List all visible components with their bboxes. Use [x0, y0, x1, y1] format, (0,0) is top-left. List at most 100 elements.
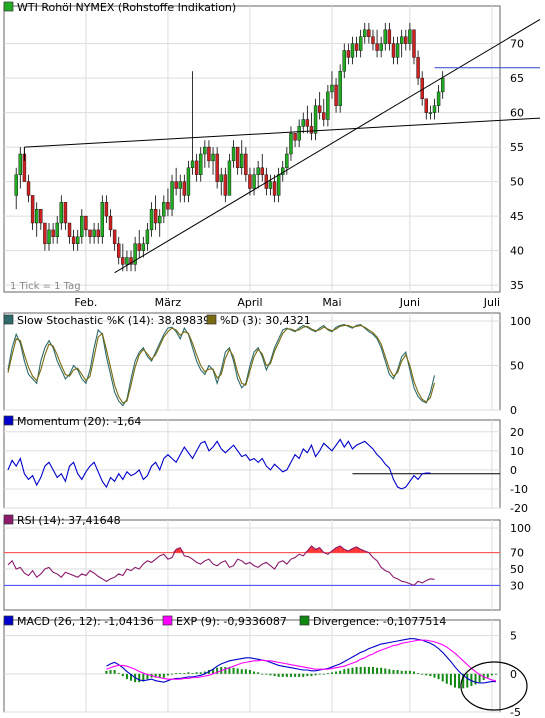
candle-body — [96, 229, 100, 237]
candle-body — [215, 153, 219, 182]
y-tick-label: 55 — [510, 141, 524, 154]
candle-body — [133, 243, 137, 265]
candle-body — [313, 105, 318, 134]
divergence-bar — [490, 673, 493, 676]
divergence-bar — [339, 670, 342, 674]
y-tick-label: 70 — [510, 547, 524, 560]
divergence-bar — [195, 672, 198, 674]
y-tick-label: 10 — [510, 445, 524, 458]
divergence-bar — [175, 673, 178, 674]
candle-body — [162, 202, 166, 217]
divergence-bar — [429, 673, 432, 677]
candle-body — [129, 257, 133, 265]
divergence-bar — [314, 673, 317, 676]
divergence-bar — [441, 673, 444, 682]
candle-body — [395, 43, 400, 58]
candle-body — [244, 153, 248, 175]
stoch-d-line — [7, 324, 436, 404]
divergence-bar — [257, 672, 260, 674]
y-tick-label: 100 — [510, 522, 531, 535]
panel-frame — [3, 419, 501, 509]
candle-body — [125, 257, 129, 265]
candle-body — [26, 181, 31, 196]
candle-body — [383, 29, 387, 44]
divergence-bar — [224, 666, 227, 674]
candle-body — [399, 36, 404, 44]
divergence-bar — [105, 670, 108, 674]
legend-stoch-k: Slow Stochastic %K (14): 38,89839 — [17, 314, 210, 327]
candle-body — [379, 43, 383, 51]
divergence-bar — [191, 673, 194, 674]
divergence-bar — [142, 673, 145, 682]
divergence-bar — [113, 670, 116, 674]
divergence-bar — [367, 666, 370, 674]
momentum-line — [7, 438, 431, 490]
y-tick-label: -5 — [510, 706, 521, 718]
candle-body — [256, 167, 260, 175]
divergence-bar — [273, 673, 276, 677]
candle-body — [276, 174, 281, 196]
divergence-bar — [109, 670, 112, 674]
candle-body — [235, 146, 240, 169]
divergence-bar — [359, 666, 362, 674]
candle-body — [76, 236, 80, 244]
candle-body — [71, 236, 76, 244]
divergence-bar — [146, 673, 149, 680]
x-tick-label: April — [237, 296, 262, 309]
candle-body — [342, 50, 346, 72]
divergence-bar — [466, 673, 469, 688]
candle-body — [117, 243, 121, 258]
rsi-overbought-fill — [180, 547, 185, 553]
divergence-bar — [121, 673, 124, 677]
candle-body — [186, 167, 191, 196]
candle-body — [391, 43, 396, 58]
y-tick-label: 0 — [510, 668, 517, 681]
divergence-bar — [417, 673, 420, 674]
divergence-bar — [162, 673, 165, 678]
divergence-bar — [371, 666, 374, 674]
candle-body — [428, 112, 433, 114]
legend-stoch-d: %D (3): 30,4321 — [220, 314, 311, 327]
divergence-bar — [412, 671, 415, 674]
candle-body — [285, 153, 289, 169]
divergence-bar — [117, 673, 120, 674]
candle-body — [371, 36, 375, 44]
candle-body — [39, 208, 43, 224]
support-trendline — [114, 19, 541, 274]
legend-momentum-swatch — [3, 415, 14, 426]
candle-body — [227, 160, 232, 196]
candle-body — [121, 257, 125, 265]
legend-stoch-d-swatch — [206, 314, 217, 325]
divergence-bar — [285, 673, 288, 677]
legend-momentum: Momentum (20): -1,64 — [17, 415, 141, 428]
divergence-bar — [232, 667, 235, 674]
y-tick-label: 100 — [510, 315, 531, 328]
candle-body — [412, 29, 416, 58]
candle-body — [92, 229, 96, 237]
candle-body — [338, 70, 342, 106]
candle-body — [240, 153, 244, 169]
x-tick-label: Mai — [322, 296, 341, 309]
candle-body — [260, 167, 264, 175]
candle-body — [63, 202, 68, 224]
divergence-bar — [203, 671, 206, 674]
candle-body — [326, 91, 330, 120]
candle-body — [309, 126, 314, 134]
candle-body — [440, 77, 445, 93]
divergence-bar — [236, 668, 239, 674]
divergence-bar — [363, 666, 366, 674]
y-tick-label: 70 — [510, 38, 524, 51]
y-tick-label: 0 — [510, 464, 517, 477]
y-tick-label: -10 — [510, 483, 528, 496]
candle-body — [334, 84, 338, 106]
candle-body — [145, 229, 150, 244]
candle-body — [330, 84, 334, 93]
candle-body — [219, 174, 223, 182]
legend-exp: EXP (9): -0,9336087 — [176, 615, 287, 628]
rsi-overbought-fill — [356, 546, 361, 553]
divergence-bar — [355, 666, 358, 674]
candle-body — [297, 126, 301, 141]
divergence-bar — [228, 666, 231, 674]
divergence-bar — [408, 670, 411, 674]
